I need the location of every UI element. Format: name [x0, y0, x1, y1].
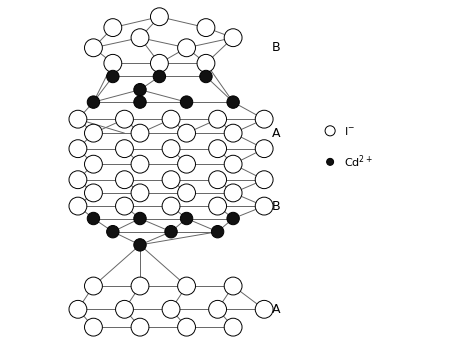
Circle shape — [84, 277, 102, 295]
Circle shape — [131, 124, 149, 142]
Circle shape — [153, 70, 165, 83]
Circle shape — [224, 277, 242, 295]
Circle shape — [116, 301, 133, 318]
Circle shape — [209, 110, 227, 128]
Circle shape — [327, 158, 334, 166]
Circle shape — [224, 124, 242, 142]
Circle shape — [255, 197, 273, 215]
Circle shape — [116, 110, 133, 128]
Circle shape — [162, 301, 180, 318]
Circle shape — [107, 226, 119, 238]
Circle shape — [150, 8, 168, 26]
Circle shape — [197, 54, 215, 72]
Text: A: A — [272, 127, 281, 139]
Circle shape — [69, 140, 87, 158]
Circle shape — [84, 318, 102, 336]
Circle shape — [84, 39, 102, 57]
Circle shape — [224, 318, 242, 336]
Circle shape — [255, 171, 273, 189]
Circle shape — [84, 184, 102, 202]
Circle shape — [325, 126, 335, 136]
Circle shape — [200, 70, 212, 83]
Circle shape — [69, 197, 87, 215]
Circle shape — [255, 140, 273, 158]
Circle shape — [69, 171, 87, 189]
Circle shape — [162, 197, 180, 215]
Circle shape — [162, 140, 180, 158]
Circle shape — [116, 171, 133, 189]
Circle shape — [69, 301, 87, 318]
Circle shape — [178, 39, 195, 57]
Circle shape — [87, 212, 100, 225]
Circle shape — [131, 318, 149, 336]
Circle shape — [178, 277, 195, 295]
Circle shape — [178, 184, 195, 202]
Circle shape — [197, 19, 215, 36]
Circle shape — [224, 184, 242, 202]
Circle shape — [227, 96, 239, 108]
Circle shape — [162, 110, 180, 128]
Circle shape — [131, 184, 149, 202]
Circle shape — [162, 171, 180, 189]
Circle shape — [178, 124, 195, 142]
Circle shape — [165, 226, 177, 238]
Circle shape — [131, 155, 149, 173]
Circle shape — [150, 54, 168, 72]
Circle shape — [209, 301, 227, 318]
Circle shape — [116, 197, 133, 215]
Circle shape — [211, 226, 224, 238]
Circle shape — [209, 171, 227, 189]
Circle shape — [69, 110, 87, 128]
Circle shape — [209, 140, 227, 158]
Circle shape — [134, 96, 146, 108]
Text: B: B — [272, 200, 281, 213]
Circle shape — [224, 155, 242, 173]
Circle shape — [104, 19, 122, 36]
Circle shape — [131, 29, 149, 46]
Text: A: A — [272, 303, 281, 316]
Circle shape — [134, 84, 146, 96]
Circle shape — [134, 212, 146, 225]
Circle shape — [134, 239, 146, 251]
Circle shape — [227, 212, 239, 225]
Circle shape — [84, 124, 102, 142]
Circle shape — [255, 301, 273, 318]
Circle shape — [87, 96, 100, 108]
Text: B: B — [272, 41, 281, 54]
Circle shape — [180, 96, 193, 108]
Circle shape — [107, 70, 119, 83]
Circle shape — [224, 29, 242, 46]
Circle shape — [255, 110, 273, 128]
Circle shape — [116, 140, 133, 158]
Circle shape — [84, 155, 102, 173]
Circle shape — [178, 155, 195, 173]
Text: Cd$^{2+}$: Cd$^{2+}$ — [344, 154, 373, 170]
Circle shape — [104, 54, 122, 72]
Circle shape — [180, 212, 193, 225]
Circle shape — [178, 318, 195, 336]
Circle shape — [209, 197, 227, 215]
Text: I$^{-}$: I$^{-}$ — [344, 125, 355, 137]
Circle shape — [131, 277, 149, 295]
